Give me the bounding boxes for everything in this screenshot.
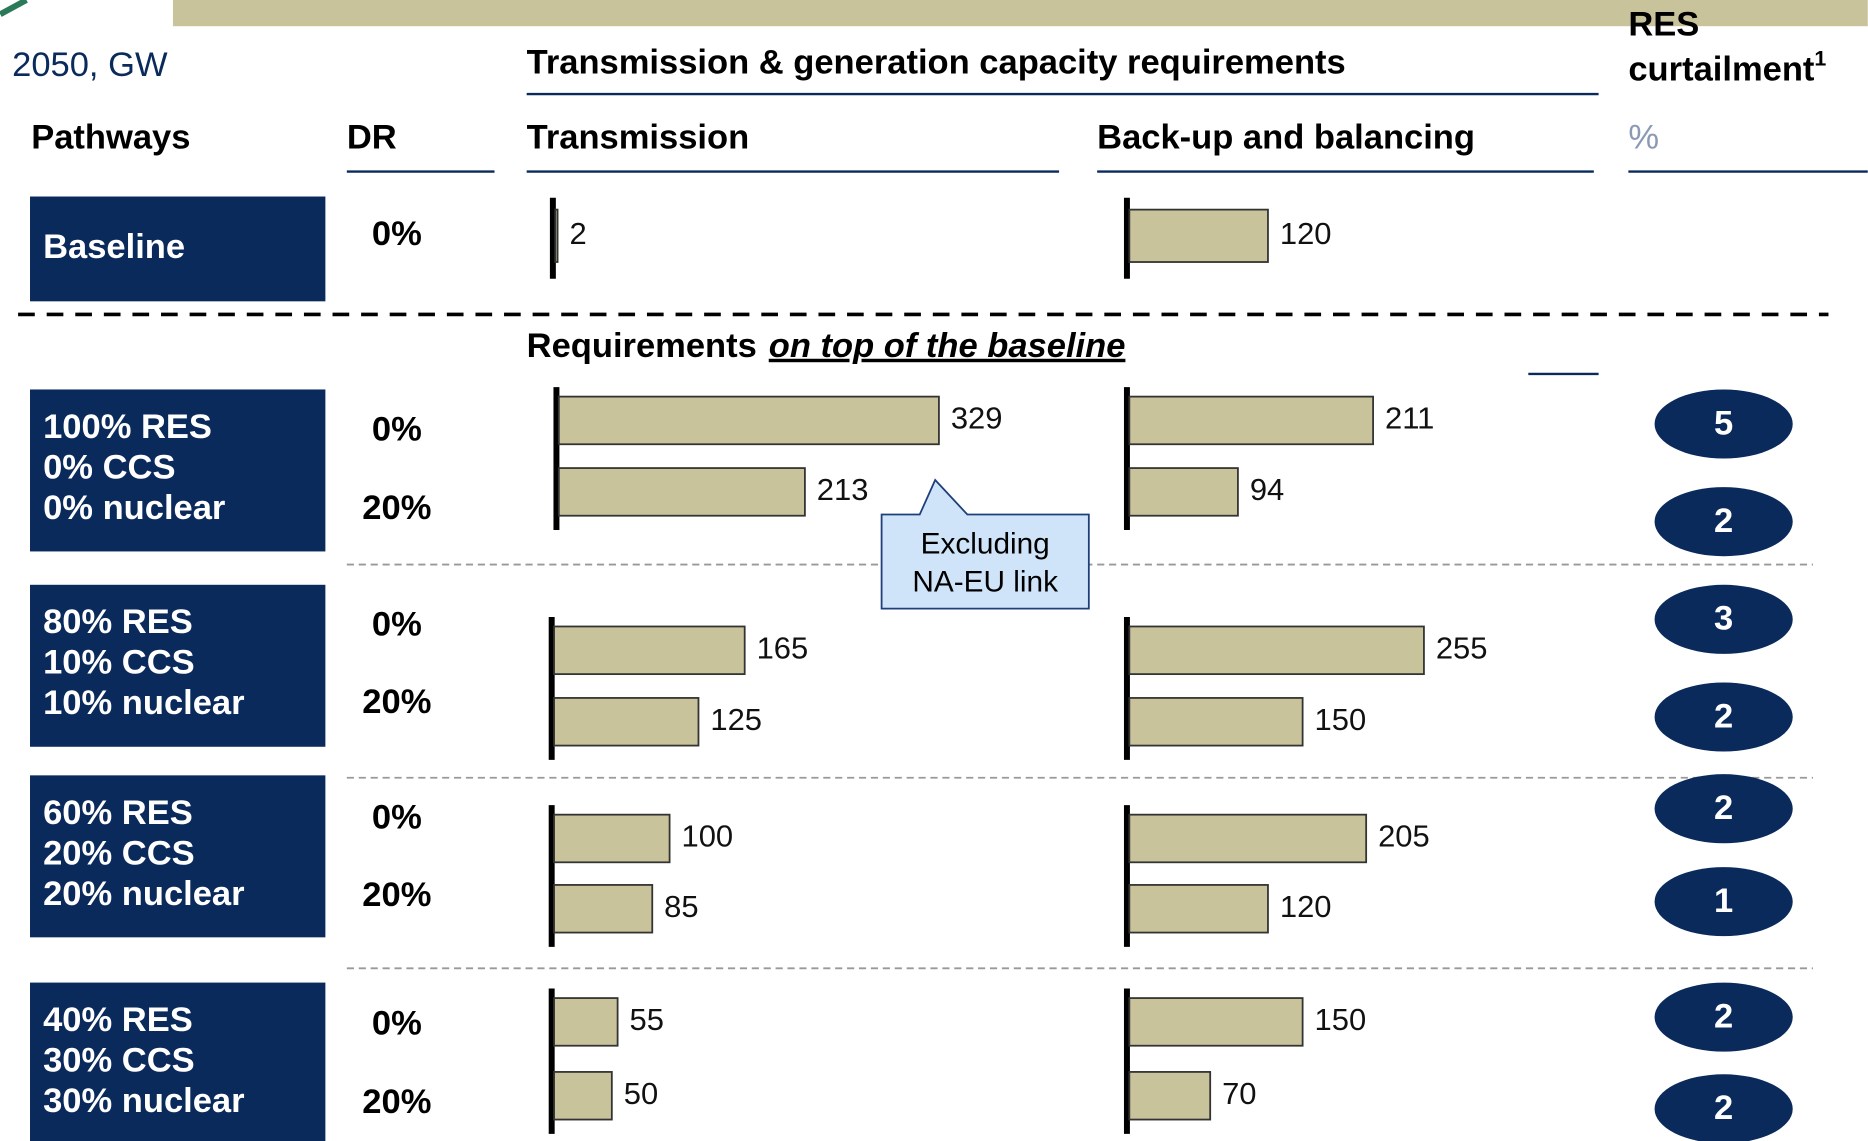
pathway-label: 80% RES bbox=[43, 603, 193, 641]
pathway-label: 10% CCS bbox=[43, 644, 195, 682]
bar bbox=[1128, 997, 1304, 1047]
pathway-label: 60% RES bbox=[43, 794, 193, 832]
curtailment-badge bbox=[1654, 389, 1793, 459]
bar bbox=[553, 813, 671, 864]
bar bbox=[557, 467, 806, 517]
bar bbox=[1128, 395, 1374, 446]
col-header: Transmission bbox=[527, 118, 750, 156]
pathway-label: 20% CCS bbox=[43, 834, 195, 872]
col-header: DR bbox=[347, 118, 397, 156]
dr-label: 0% bbox=[372, 606, 422, 644]
callout-text: NA-EU link bbox=[912, 565, 1058, 598]
bar-label: 255 bbox=[1436, 630, 1488, 665]
bar bbox=[553, 697, 700, 747]
bar-label: 70 bbox=[1222, 1076, 1256, 1111]
curtailment-value: 2 bbox=[1714, 789, 1733, 827]
bar-label: 165 bbox=[757, 630, 809, 665]
curtailment-badge bbox=[1654, 774, 1793, 844]
bar-label: 100 bbox=[682, 819, 734, 854]
pathway-label: 0% CCS bbox=[43, 448, 175, 486]
dr-label: 0% bbox=[372, 1005, 422, 1043]
dr-label: 0% bbox=[372, 799, 422, 837]
dr-label: 20% bbox=[362, 1083, 431, 1121]
pathway-label: 30% CCS bbox=[43, 1042, 195, 1080]
pathway-label: 10% nuclear bbox=[43, 684, 244, 722]
curtailment-value: 2 bbox=[1714, 697, 1733, 735]
pathway-label: 0% nuclear bbox=[43, 489, 225, 527]
bar-label: 55 bbox=[630, 1002, 664, 1037]
bar bbox=[1128, 1071, 1212, 1121]
curtailment-value: 2 bbox=[1714, 1089, 1733, 1127]
bar-label: 150 bbox=[1315, 702, 1367, 737]
top-band bbox=[172, 0, 1868, 27]
pathway-label: 20% nuclear bbox=[43, 875, 244, 913]
dr-label: 20% bbox=[362, 489, 431, 527]
bar bbox=[553, 625, 746, 676]
dr-label: 20% bbox=[362, 683, 431, 721]
pathway-label: Baseline bbox=[43, 228, 185, 266]
curtailment-badge bbox=[1654, 487, 1793, 557]
logo-fragment bbox=[0, 0, 28, 17]
curtailment-unit: % bbox=[1628, 118, 1659, 156]
curtailment-value: 3 bbox=[1714, 600, 1733, 638]
curtailment-value: 1 bbox=[1714, 882, 1733, 920]
dr-label: 20% bbox=[362, 876, 431, 914]
bar bbox=[553, 884, 654, 934]
bar bbox=[557, 395, 940, 446]
pathway-box bbox=[30, 775, 326, 938]
bar bbox=[1128, 884, 1269, 934]
bar-label: 2 bbox=[569, 216, 586, 251]
col-header: Pathways bbox=[31, 118, 190, 156]
curtailment-badge bbox=[1654, 982, 1793, 1052]
curtailment-value: 2 bbox=[1714, 502, 1733, 540]
subtitle: Requirements on top of the baseline bbox=[527, 327, 1126, 365]
bar-label: 211 bbox=[1385, 401, 1434, 436]
pathway-label: 30% nuclear bbox=[43, 1082, 244, 1120]
bar bbox=[554, 208, 559, 263]
bar-label: 85 bbox=[664, 889, 698, 924]
bar-label: 120 bbox=[1280, 216, 1332, 251]
curtailment-value: 2 bbox=[1714, 997, 1733, 1035]
bar-label: 125 bbox=[710, 702, 762, 737]
bar-label: 50 bbox=[624, 1076, 658, 1111]
bar bbox=[1128, 625, 1425, 676]
curtailment-title: curtailment1 bbox=[1628, 46, 1826, 88]
col-header: Back-up and balancing bbox=[1097, 118, 1475, 156]
bar-label: 329 bbox=[951, 401, 1003, 436]
title: Transmission & generation capacity requi… bbox=[527, 43, 1346, 81]
curtailment-title: RES bbox=[1628, 5, 1699, 43]
bar bbox=[1128, 208, 1269, 263]
bar bbox=[1128, 697, 1304, 747]
pathway-box bbox=[30, 196, 326, 302]
curtailment-badge bbox=[1654, 867, 1793, 937]
curtailment-value: 5 bbox=[1714, 404, 1733, 442]
pathway-label: 100% RES bbox=[43, 408, 212, 446]
pathway-box bbox=[30, 982, 326, 1141]
callout bbox=[880, 478, 1090, 610]
bar-label: 205 bbox=[1378, 819, 1430, 854]
bar bbox=[553, 1071, 613, 1121]
dr-label: 0% bbox=[372, 215, 422, 253]
curtailment-badge bbox=[1654, 1074, 1793, 1141]
bar-label: 150 bbox=[1315, 1002, 1367, 1037]
pathway-box bbox=[30, 389, 326, 552]
bar bbox=[553, 997, 619, 1047]
bar-label: 213 bbox=[817, 472, 869, 507]
bar-label: 94 bbox=[1250, 472, 1284, 507]
bar bbox=[1128, 813, 1368, 864]
pathway-label: 40% RES bbox=[43, 1001, 193, 1039]
curtailment-badge bbox=[1654, 682, 1793, 752]
bar-label: 120 bbox=[1280, 889, 1332, 924]
unit: 2050, GW bbox=[12, 46, 168, 84]
callout-text: Excluding bbox=[921, 527, 1050, 560]
pathway-box bbox=[30, 584, 326, 747]
bar bbox=[1128, 467, 1239, 517]
header-rules bbox=[346, 170, 1868, 376]
dr-label: 0% bbox=[372, 410, 422, 448]
curtailment-badge bbox=[1654, 584, 1793, 654]
